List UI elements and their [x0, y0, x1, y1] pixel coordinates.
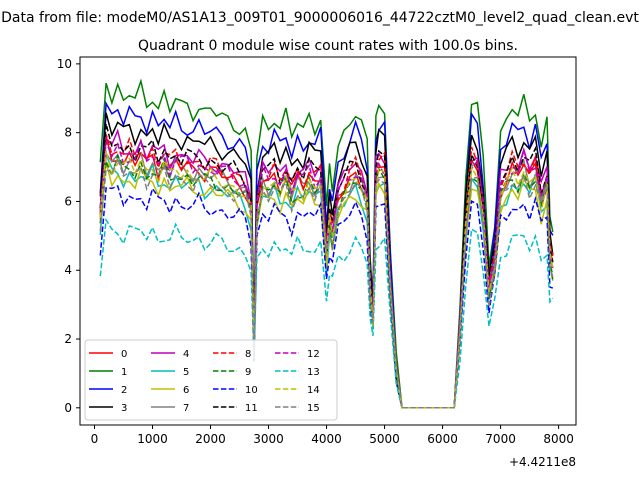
- legend-label-11: 11: [245, 403, 258, 414]
- x-tick-label: 1000: [137, 432, 168, 446]
- x-tick-label: 4000: [311, 432, 342, 446]
- x-tick-label: 8000: [543, 432, 574, 446]
- legend-label-12: 12: [307, 349, 320, 360]
- legend-label-13: 13: [307, 367, 320, 378]
- legend-label-4: 4: [183, 349, 189, 360]
- series-line-1: [99, 78, 554, 409]
- y-tick-label: 0: [64, 401, 72, 415]
- x-tick-label: 7000: [485, 432, 516, 446]
- legend-label-0: 0: [121, 349, 127, 360]
- x-tick-label: 5000: [369, 432, 400, 446]
- legend-label-6: 6: [183, 385, 189, 396]
- series-line-3: [99, 112, 554, 409]
- legend-label-5: 5: [183, 367, 189, 378]
- legend-label-9: 9: [245, 367, 251, 378]
- series-line-15: [99, 156, 554, 409]
- x-tick-label: 2000: [195, 432, 226, 446]
- y-tick-label: 2: [64, 332, 72, 346]
- y-tick-label: 6: [64, 194, 72, 208]
- legend-label-8: 8: [245, 349, 251, 360]
- x-tick-label: 0: [91, 432, 99, 446]
- y-tick-label: 4: [64, 263, 72, 277]
- x-axis: 0 1000 2000 3000 4000 5000 6000 7000 8000: [91, 425, 574, 446]
- series-line-12: [99, 138, 554, 409]
- legend-label-7: 7: [183, 403, 189, 414]
- legend-label-10: 10: [245, 385, 258, 396]
- x-tick-label: 6000: [427, 432, 458, 446]
- legend-label-2: 2: [121, 385, 127, 396]
- legend-label-1: 1: [121, 367, 127, 378]
- series-line-11: [99, 123, 554, 409]
- chart-title: Quadrant 0 module wise count rates with …: [138, 38, 518, 54]
- series-line-2: [99, 100, 554, 409]
- x-tick-label: 3000: [253, 432, 284, 446]
- legend-label-15: 15: [307, 403, 320, 414]
- y-tick-label: 8: [64, 126, 72, 140]
- plot-area: [99, 78, 554, 409]
- legend-label-14: 14: [307, 385, 320, 396]
- legend-box: [84, 339, 338, 421]
- series-line-13: [99, 217, 554, 409]
- y-tick-label: 10: [57, 57, 72, 71]
- x-axis-offset-label: +4.4211e8: [509, 455, 576, 469]
- figure-suptitle: Data from file: modeM0/AS1A13_009T01_900…: [1, 10, 639, 26]
- y-axis: 0 2 4 6 8 10: [57, 57, 80, 415]
- axes-frame: [79, 56, 577, 426]
- series-line-10: [99, 184, 554, 409]
- legend-label-3: 3: [121, 403, 127, 414]
